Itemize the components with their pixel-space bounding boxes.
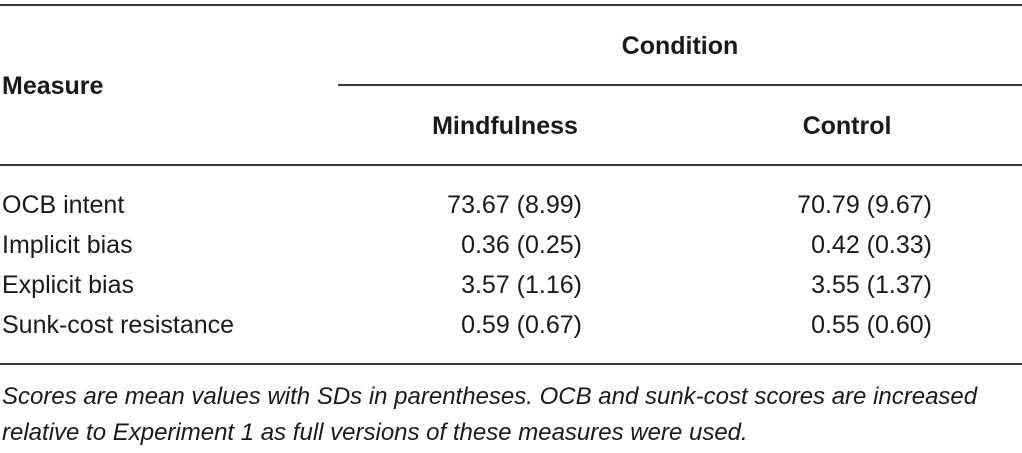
row-control-value: 0.42 (0.33) bbox=[811, 231, 932, 259]
table-row: OCB intent 73.67 (8.99) 70.79 (9.67) bbox=[0, 190, 1022, 230]
control-header: Control bbox=[802, 112, 892, 140]
table-row: Explicit bias 3.57 (1.16) 3.55 (1.37) bbox=[0, 270, 1022, 310]
table-footnote: Scores are mean values with SDs in paren… bbox=[2, 383, 978, 446]
row-mindfulness-value: 0.36 (0.25) bbox=[461, 231, 582, 259]
row-mindfulness-value: 73.67 (8.99) bbox=[447, 191, 582, 219]
table-row: Implicit bias 0.36 (0.25) 0.42 (0.33) bbox=[0, 230, 1022, 270]
row-mindfulness-value: 0.59 (0.67) bbox=[461, 311, 582, 339]
header-bottom-rule bbox=[0, 164, 1022, 166]
row-control-value: 70.79 (9.67) bbox=[797, 191, 932, 219]
row-measure: Explicit bias bbox=[2, 271, 134, 299]
condition-header: Condition bbox=[621, 32, 739, 60]
row-control-value: 3.55 (1.37) bbox=[811, 271, 932, 299]
table-bottom-rule bbox=[0, 363, 1022, 365]
row-control-value: 0.55 (0.60) bbox=[811, 311, 932, 339]
mindfulness-header: Mindfulness bbox=[432, 112, 578, 140]
measure-header: Measure bbox=[2, 72, 104, 100]
table-top-rule bbox=[0, 4, 1022, 6]
row-mindfulness-value: 3.57 (1.16) bbox=[461, 271, 582, 299]
row-measure: Implicit bias bbox=[2, 231, 133, 259]
row-measure: OCB intent bbox=[2, 191, 125, 219]
row-measure: Sunk-cost resistance bbox=[2, 311, 235, 339]
condition-rule bbox=[338, 84, 1022, 86]
table-row: Sunk-cost resistance 0.59 (0.67) 0.55 (0… bbox=[0, 310, 1022, 350]
